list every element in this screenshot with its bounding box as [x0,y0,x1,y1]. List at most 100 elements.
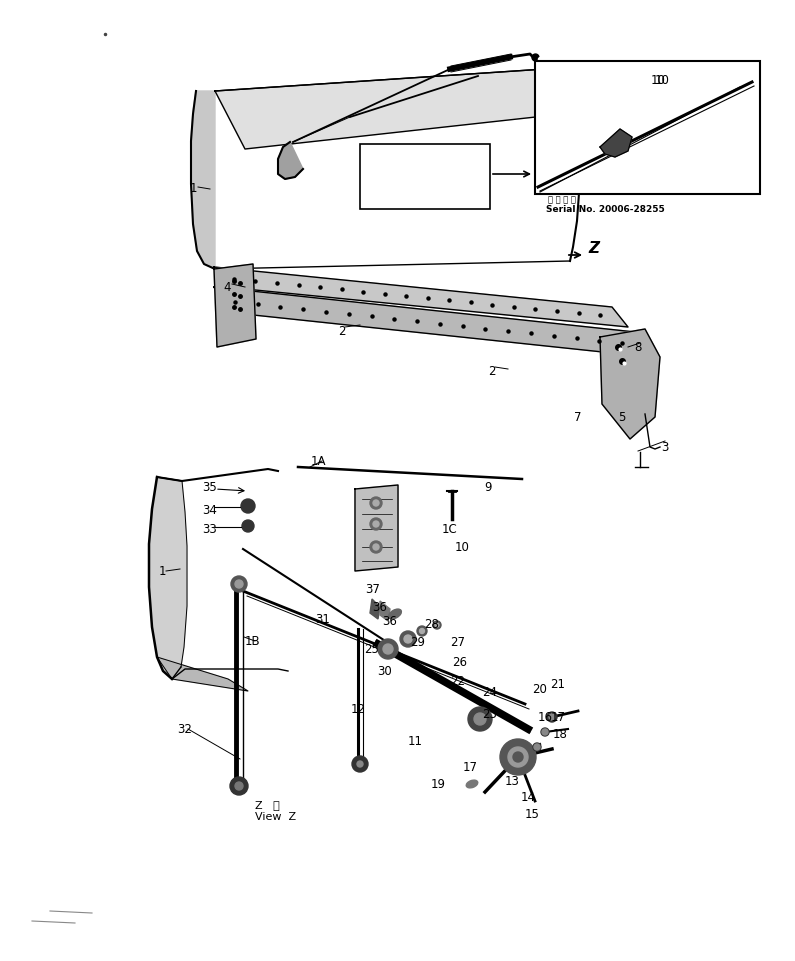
Text: 24: 24 [483,686,498,699]
Text: 5: 5 [619,411,626,424]
Text: 17: 17 [550,711,565,724]
Text: 13: 13 [505,775,519,788]
Text: Serial No. 20006-28255: Serial No. 20006-28255 [546,205,665,213]
Circle shape [433,622,441,629]
Text: 33: 33 [203,523,217,536]
Text: 1C: 1C [442,523,458,536]
Circle shape [230,777,248,795]
Text: 8: 8 [634,341,642,355]
Text: 29: 29 [410,636,425,649]
Circle shape [370,541,382,554]
Circle shape [370,498,382,509]
Bar [535,62,760,195]
Text: 14: 14 [521,791,536,803]
Polygon shape [157,657,248,691]
Circle shape [435,624,439,628]
Circle shape [242,521,254,532]
Circle shape [468,707,492,731]
Text: 17: 17 [463,761,478,774]
Text: 11: 11 [408,735,422,748]
Circle shape [542,729,548,735]
Polygon shape [278,143,303,180]
Circle shape [231,577,247,592]
Text: 31: 31 [316,613,331,626]
Circle shape [547,712,557,723]
Text: 1: 1 [158,565,165,578]
Ellipse shape [389,609,401,619]
Circle shape [373,545,379,551]
Polygon shape [600,130,632,158]
Circle shape [373,501,379,506]
Text: 12: 12 [351,702,366,716]
Circle shape [383,644,393,654]
Text: 9: 9 [484,481,492,494]
Circle shape [373,522,379,528]
Text: 23: 23 [483,707,498,721]
Text: 34: 34 [203,503,218,516]
Circle shape [370,519,382,530]
Text: 2: 2 [488,365,496,378]
Circle shape [549,714,555,720]
Polygon shape [191,92,215,270]
Circle shape [404,635,412,643]
Polygon shape [214,264,256,348]
Circle shape [533,743,541,752]
Circle shape [235,580,243,588]
Circle shape [541,728,549,736]
Text: 15: 15 [525,807,540,821]
Circle shape [241,500,255,513]
Bar [360,145,490,209]
Circle shape [513,752,523,762]
Polygon shape [215,68,600,150]
Text: 37: 37 [366,583,381,596]
Polygon shape [380,602,390,622]
Text: 25: 25 [365,643,379,655]
Text: 27: 27 [451,636,466,649]
Text: 10: 10 [455,541,469,554]
Circle shape [357,761,363,767]
Text: 21: 21 [550,678,565,691]
Polygon shape [149,478,187,679]
Text: 32: 32 [177,723,192,736]
Text: 19: 19 [431,777,445,791]
Text: 22: 22 [451,675,466,688]
Circle shape [500,739,536,776]
Polygon shape [600,330,660,439]
Circle shape [420,628,425,634]
Text: 3: 3 [661,441,669,454]
Circle shape [417,627,427,636]
Text: 迷 迷 之 迷: 迷 迷 之 迷 [548,195,576,204]
Text: 10: 10 [650,73,665,86]
Text: 26: 26 [452,655,467,669]
Text: 1: 1 [189,182,196,194]
Text: 16: 16 [537,711,553,724]
Text: 36: 36 [382,615,398,628]
Polygon shape [355,485,398,572]
Text: 36: 36 [373,601,387,614]
Text: 28: 28 [425,618,440,630]
Circle shape [534,744,540,751]
Text: 2: 2 [338,325,346,338]
Ellipse shape [466,780,478,788]
Text: 10: 10 [654,73,669,86]
Circle shape [378,639,398,659]
Text: 35: 35 [203,481,217,494]
Polygon shape [370,600,380,619]
Circle shape [508,748,528,767]
Text: Z   迷: Z 迷 [255,800,280,809]
Circle shape [400,631,416,648]
Text: 1B: 1B [244,635,260,648]
Text: View  Z: View Z [255,811,296,821]
Text: 20: 20 [533,682,548,696]
Circle shape [474,713,486,726]
Circle shape [352,756,368,773]
Text: Z: Z [588,241,599,256]
Text: 4: 4 [223,282,231,294]
Text: 30: 30 [378,665,393,678]
Polygon shape [214,287,650,357]
Polygon shape [214,268,628,328]
Text: 7: 7 [574,411,582,424]
Text: 1A: 1A [310,455,326,468]
Circle shape [235,782,243,790]
Text: 18: 18 [553,727,568,741]
